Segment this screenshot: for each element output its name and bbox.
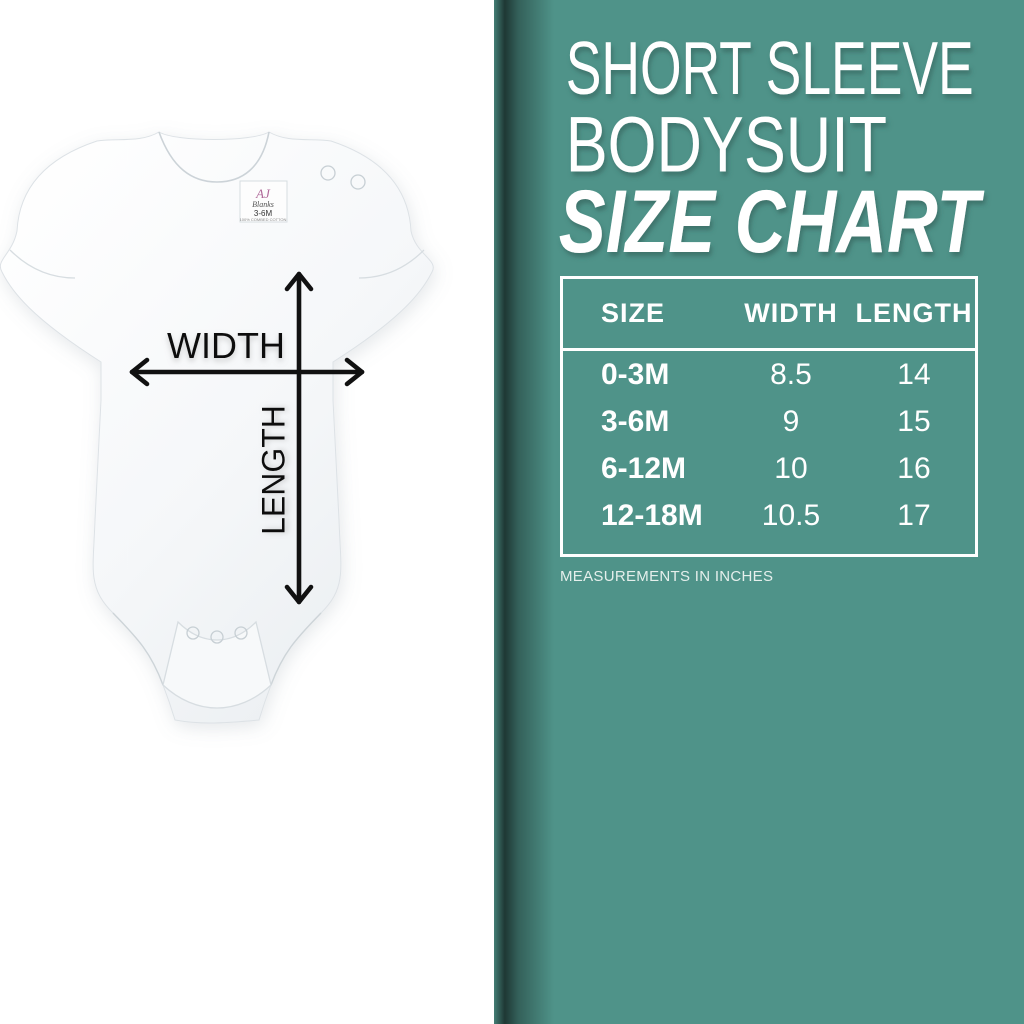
svg-text:100% COMBED COTTON: 100% COMBED COTTON [240,217,287,222]
svg-text:Blanks: Blanks [252,200,274,209]
svg-text:LENGTH: LENGTH [255,405,291,535]
svg-text:WIDTH: WIDTH [167,325,285,366]
svg-text:AJ: AJ [255,186,271,201]
svg-text:SHORT SLEEVE: SHORT SLEEVE [566,26,974,110]
svg-text:SIZE CHART: SIZE CHART [559,172,985,272]
